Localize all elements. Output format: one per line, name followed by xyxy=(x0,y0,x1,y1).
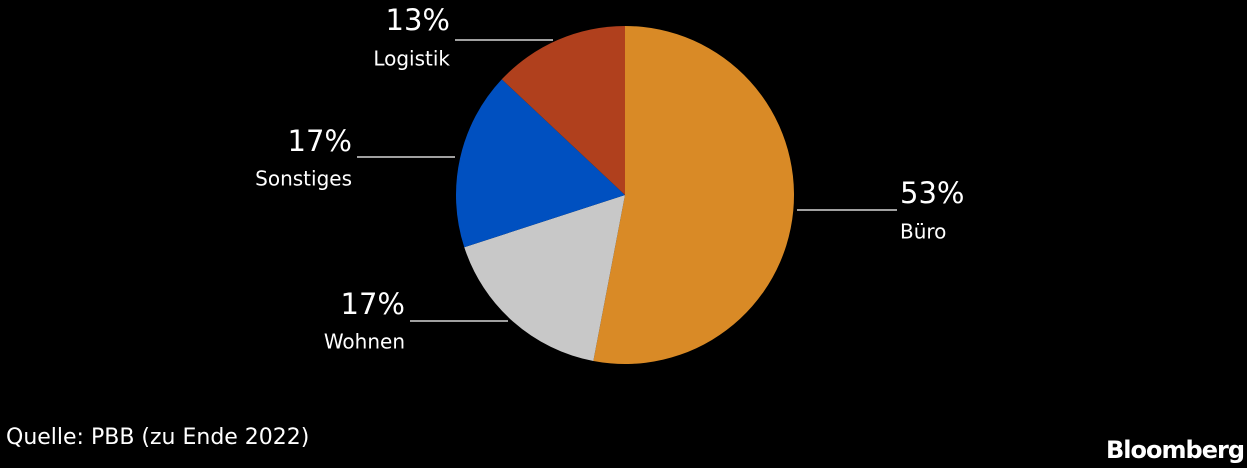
value-label: 13% xyxy=(386,3,450,37)
category-label: Logistik xyxy=(373,47,450,71)
category-label: Wohnen xyxy=(324,330,405,354)
value-label: 53% xyxy=(900,176,964,210)
category-label: Büro xyxy=(900,220,946,244)
category-label: Sonstiges xyxy=(255,167,352,191)
pie-slice xyxy=(593,26,794,364)
logo: Bloomberg xyxy=(1106,436,1244,464)
value-label: 17% xyxy=(288,124,352,158)
pie-slice xyxy=(501,26,625,195)
source: Quelle: PBB (zu Ende 2022) xyxy=(6,425,309,450)
value-label: 17% xyxy=(341,287,405,321)
pie-slice xyxy=(464,195,625,362)
pie-slice xyxy=(456,79,625,248)
